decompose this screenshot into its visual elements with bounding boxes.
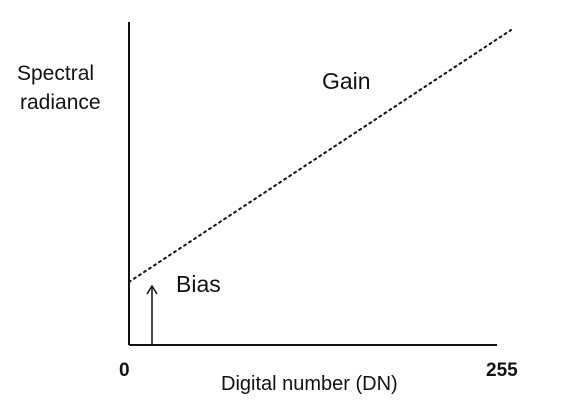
x-tick-label-min: 0 [119, 360, 130, 381]
y-axis-label-line-2: radiance [20, 91, 101, 114]
y-axis-label-line-1: Spectral [17, 62, 94, 85]
bias-arrow-head [146, 284, 158, 295]
gain-annotation: Gain [322, 68, 371, 94]
bias-arrow [146, 284, 158, 345]
x-tick-label-max: 255 [486, 360, 518, 381]
axes [128, 22, 497, 346]
x-axis-label: Digital number (DN) [221, 373, 398, 395]
gain-line-series-0 [128, 29, 512, 283]
series [128, 29, 512, 283]
bias-annotation: Bias [176, 271, 221, 297]
